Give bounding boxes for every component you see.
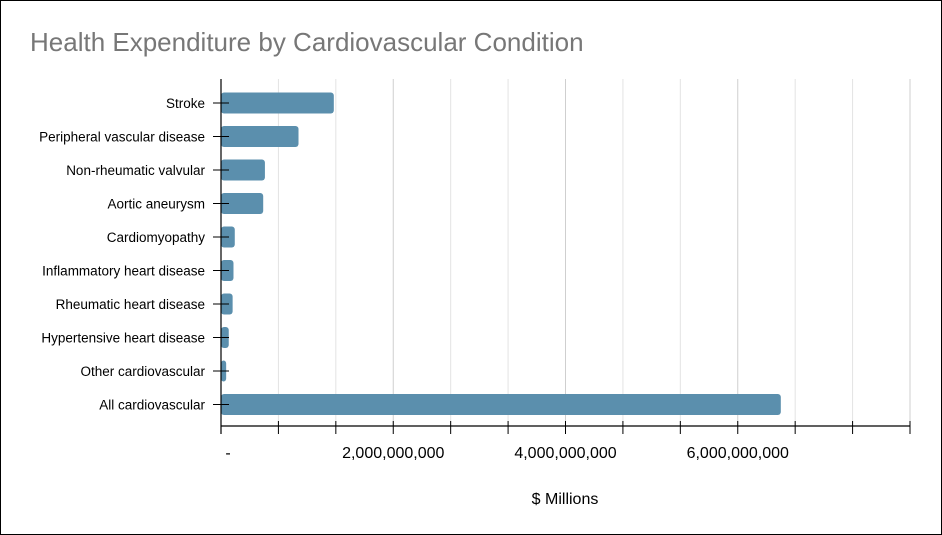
bar [221,126,299,147]
x-tick-label: 2,000,000,000 [342,445,444,462]
category-label: Inflammatory heart disease [42,264,205,279]
category-label: Stroke [166,96,205,111]
category-label: Peripheral vascular disease [39,130,205,145]
bar [221,193,264,214]
category-label: Non-rheumatic valvular [66,163,205,178]
category-label: All cardiovascular [99,398,205,413]
x-axis-title: $ Millions [532,491,599,508]
category-label: Aortic aneurysm [107,197,205,212]
bar [221,159,265,181]
axes [213,79,911,434]
chart-title: Health Expenditure by Cardiovascular Con… [30,27,584,57]
x-tick-labels: - 2,000,000,000 4,000,000,000 6,000,000,000 [225,445,789,462]
category-labels: Stroke Peripheral vascular disease Non-rhe… [39,96,205,413]
gridlines [277,79,911,426]
category-label: Cardiomyopathy [107,230,206,245]
x-tick-label: - [225,445,230,462]
bars [221,92,781,415]
x-tick-label: 6,000,000,000 [687,445,789,462]
category-label: Other cardiovascular [80,364,205,379]
category-label: Hypertensive heart disease [41,331,205,346]
bar [221,92,334,114]
bar [221,394,781,415]
x-tick-label: 4,000,000,000 [514,445,616,462]
category-label: Rheumatic heart disease [56,297,205,312]
